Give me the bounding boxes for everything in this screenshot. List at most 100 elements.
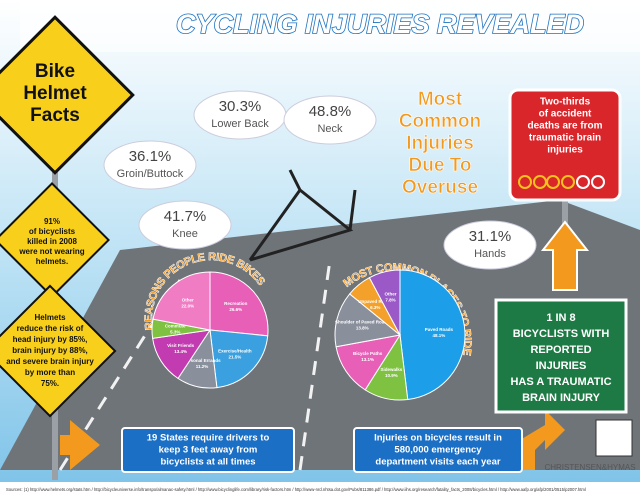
visits-box [353,427,523,473]
qr-code [595,419,633,457]
brain-box-text: BRAIN INJURY [522,392,600,404]
slice-label: Commute [165,323,186,328]
visits-text: Injuries on bicycles result in [374,433,502,444]
injury-value: 30.3% [219,98,262,115]
visits-text: 580,000 emergency [394,445,482,456]
slice-label: Personal Errands [183,358,221,363]
slice-value: 11.2% [196,364,209,369]
slice-label: Other [182,297,194,302]
helmet-fact: 91% [44,217,60,226]
arrow [540,220,590,291]
slice-value: 10.9% [385,373,398,378]
bike-icons [518,175,575,189]
helmet-sign-text: Bike [35,61,75,82]
injury-label: Knee [172,228,198,240]
injury-label: Neck [317,123,343,135]
helmet-sign [0,15,135,175]
helmet-sign-text: Helmet [23,83,87,104]
brain-sign-text: deaths are from [527,121,602,132]
title: CYCLING INJURIES REVEALED [176,9,584,39]
visits-text: department visits each year [375,457,500,468]
brain-box-text: HAS A TRAUMATIC [510,376,611,388]
slice-label: Bicycle Paths [353,351,383,356]
helmet-fact: killed in 2008 [27,237,77,246]
slice-value: 48.1% [433,333,446,338]
helmet-fact: by more than [25,368,75,377]
overuse-heading: Injuries [406,133,474,154]
pie-slice [209,329,269,389]
bike-icon [576,175,605,189]
slice-value: 22.0% [181,303,194,308]
brain-box-text: INJURIES [536,360,587,372]
injury-value: 41.7% [164,208,207,225]
cloud [443,220,537,270]
title-band [20,0,640,52]
brain-sign-text: traumatic brain [529,133,601,144]
helmet-fact: of bicyclists [29,227,76,236]
slice-value: 13.1% [361,357,374,362]
helmet-fact: 75%. [41,379,59,388]
slice-label: Recreation [224,301,248,306]
slice-label: Unpaved Roads [358,299,393,304]
brain-box [494,298,628,414]
slice-label: Shoulder of Paved Roads [335,319,390,324]
helmet-fact: helmets. [36,257,68,266]
pie-slice [209,271,269,337]
slice-value: 6.3% [370,305,380,310]
brain-sign-text: of accident [539,109,592,120]
pie-slice [334,293,402,348]
slice-label: Visit Friends [167,343,194,348]
overuse-heading: Most [418,89,463,110]
injury-label: Lower Back [211,118,269,130]
cloud [283,95,377,145]
cloud [103,140,197,190]
injury-label: Hands [474,248,506,260]
slice-value: 5.3% [170,329,180,334]
slice-label: Paved Roads [425,327,454,332]
fact-sign [0,182,110,298]
arrow [60,420,100,470]
overuse-heading: Overuse [402,177,478,198]
injury-value: 48.8% [309,103,352,120]
injury-value: 31.1% [469,228,512,245]
slice-label: Other [385,291,397,296]
fact-sign [0,284,117,418]
states-text: 19 States require drivers to [147,433,270,444]
overuse-heading: Due To [409,155,472,176]
helmet-fact: head injury by 85%, [13,335,88,344]
helmet-fact: reduce the risk of [17,324,84,333]
states-box [121,427,295,473]
overuse-heading: Common [399,111,481,132]
brain-sign [508,88,622,202]
pie-slice [368,269,401,336]
helmet-fact: were not wearing [18,247,84,256]
helmet-fact: brain injury by 88%, [12,346,88,355]
brain-sign-text: injuries [547,145,583,156]
slice-label: Exercise/Health [218,349,252,354]
bicycle [248,169,357,262]
pie-slice [152,271,211,331]
slice-value: 21.5% [228,355,241,360]
cloud [138,200,232,250]
brain-box-text: 1 IN 8 [546,312,575,324]
helmet-fact: Helmets [34,313,66,322]
slice-value: 26.6% [229,307,242,312]
slice-value: 13.8% [356,325,369,330]
arrow [520,410,565,470]
brain-box-text: BICYCLISTS WITH [513,328,610,340]
slice-value: 13.4% [174,349,187,354]
brain-box-text: REPORTED [530,344,591,356]
slice-label: Sidewalks [380,367,402,372]
injury-label: Groin/Buttock [117,168,184,180]
footer [0,482,640,498]
brain-sign-text: Two-thirds [540,97,591,108]
injury-value: 36.1% [129,148,172,165]
helmet-sign-text: Facts [30,105,80,126]
states-text: bicyclists at all times [160,457,255,468]
sources: Sources: (1) http://www.helmets.org/stat… [6,487,586,492]
states-text: keep 3 feet away from [159,445,258,456]
helmet-fact: and severe brain injury [6,357,94,366]
credit: CHRISTENSEN&HYMAS [544,463,635,472]
slice-value: 7.8% [385,297,395,302]
